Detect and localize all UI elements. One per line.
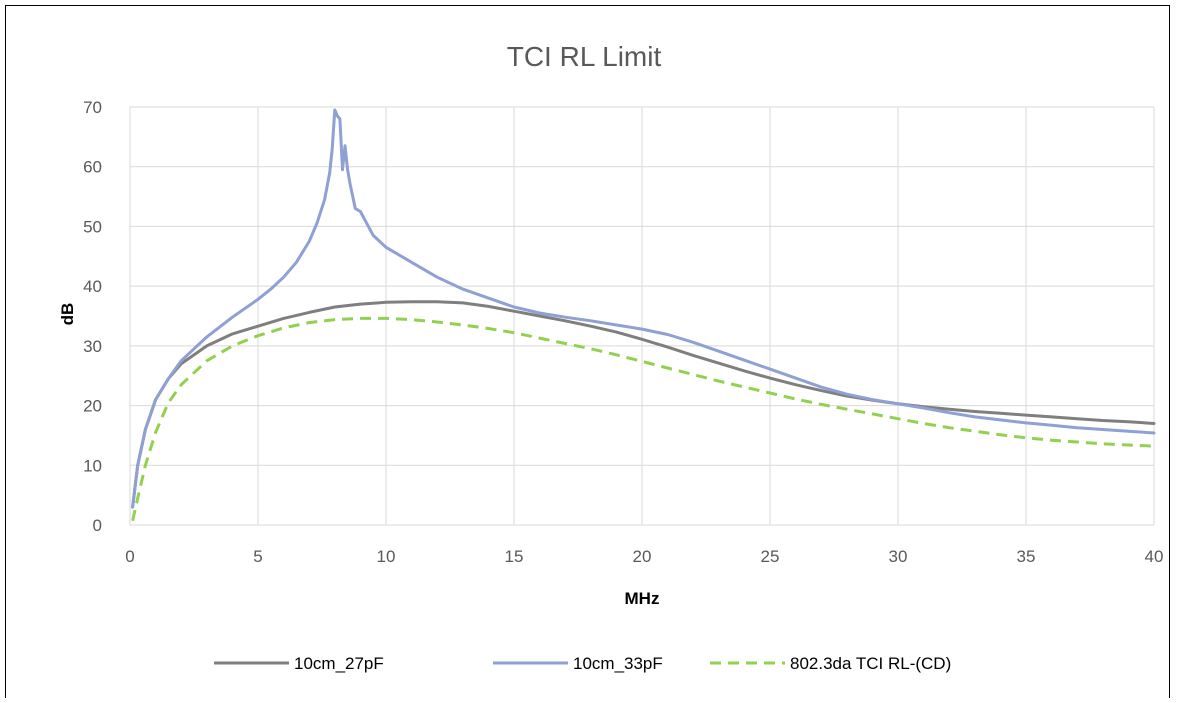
y-tick-label: 0 [93, 516, 102, 535]
y-tick-label: 10 [83, 456, 102, 475]
y-tick-label: 30 [83, 337, 102, 356]
x-tick-label: 5 [253, 547, 262, 566]
x-tick-label: 10 [377, 547, 396, 566]
x-tick-label: 15 [505, 547, 524, 566]
series-lines [131, 108, 1156, 522]
legend-label-2: 10cm_33pF [573, 654, 663, 673]
x-tick-label: 20 [633, 547, 652, 566]
series-line-1 [131, 300, 1156, 509]
y-tick-label: 60 [83, 158, 102, 177]
y-tick-label: 70 [83, 98, 102, 117]
x-tick-label: 40 [1145, 547, 1164, 566]
y-tick-label: 50 [83, 217, 102, 236]
legend-label-1: 10cm_27pF [294, 654, 384, 673]
series-line-2 [131, 108, 1156, 509]
x-tick-label: 0 [125, 547, 134, 566]
x-tick-label: 30 [889, 547, 908, 566]
x-tick-label: 25 [761, 547, 780, 566]
x-axis-label: MHz [625, 589, 660, 608]
y-tick-label: 40 [83, 277, 102, 296]
x-axis-ticks: 0 5 10 15 20 25 30 35 40 [125, 547, 1163, 566]
legend-label-3: 802.3da TCI RL-(CD) [790, 654, 951, 673]
series-line-3 [131, 316, 1155, 522]
y-axis-ticks: 0 10 20 30 40 50 60 70 [83, 98, 102, 535]
legend: 10cm_27pF 10cm_33pF 802.3da TCI RL-(CD) [214, 654, 951, 673]
y-axis-label: dB [58, 303, 77, 326]
chart-title: TCI RL Limit [507, 41, 662, 72]
grid [129, 106, 1155, 526]
x-tick-label: 35 [1017, 547, 1036, 566]
y-tick-label: 20 [83, 397, 102, 416]
